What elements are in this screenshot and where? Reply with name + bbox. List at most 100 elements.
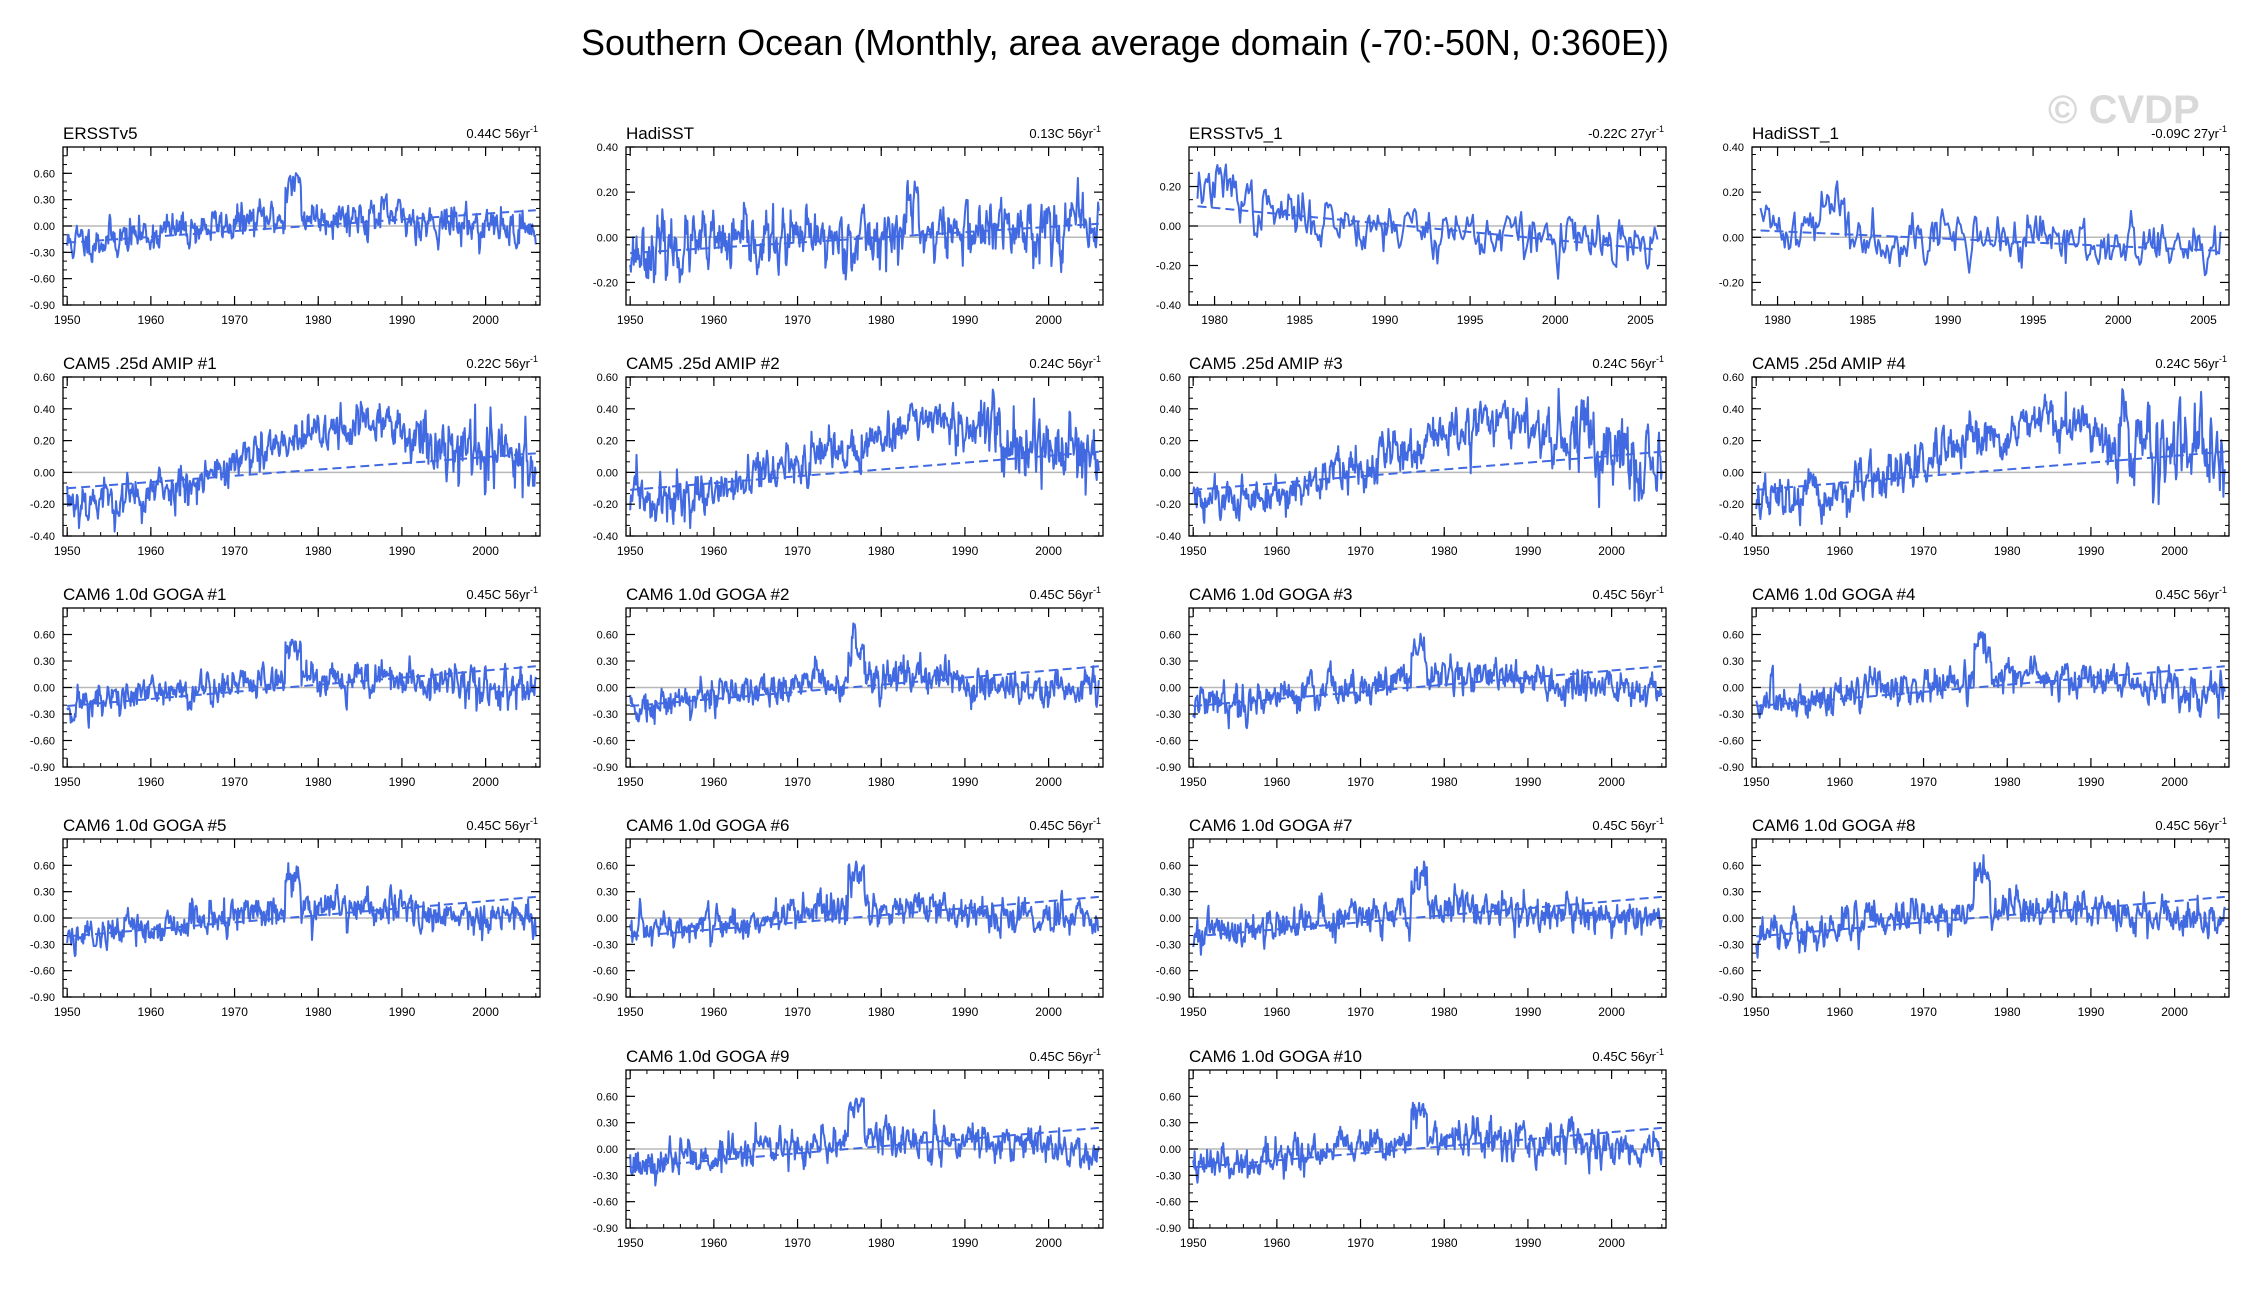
x-tick-label: 1960	[138, 775, 165, 789]
x-tick-label: 1950	[617, 544, 644, 558]
y-tick-label: -0.60	[593, 1197, 618, 1209]
y-tick-label: -0.60	[30, 966, 55, 978]
x-tick-label: 1980	[1431, 1236, 1458, 1250]
x-tick-label: 1960	[701, 775, 728, 789]
trend-label-value: 0.45C 56yr	[466, 818, 530, 833]
y-tick-label: -0.20	[1719, 499, 1744, 511]
x-tick-label: 1960	[701, 1005, 728, 1019]
trend-label-exponent: -1	[530, 816, 538, 826]
x-tick-label: 1980	[868, 1236, 895, 1250]
y-tick-label: -0.60	[1156, 1197, 1181, 1209]
panel-title: HadiSST	[626, 124, 694, 143]
trend-label-exponent: -1	[530, 354, 538, 364]
x-tick-label: 1970	[1347, 544, 1374, 558]
x-tick-label: 2000	[2105, 313, 2132, 327]
x-tick-label: 1970	[1910, 775, 1937, 789]
trend-line	[630, 1126, 1099, 1169]
x-tick-label: 1980	[1431, 544, 1458, 558]
x-tick-label: 1990	[1515, 1236, 1542, 1250]
x-tick-label: 1970	[1910, 1005, 1937, 1019]
trend-label-exponent: -1	[2219, 585, 2227, 595]
x-tick-label: 1950	[1180, 1236, 1207, 1250]
x-tick-label: 1990	[1935, 313, 1962, 327]
x-tick-label: 1950	[1180, 544, 1207, 558]
y-tick-label: 0.00	[1723, 467, 1744, 479]
y-tick-label: 0.30	[1723, 656, 1744, 668]
trend-label-exponent: -1	[2219, 816, 2227, 826]
series-line	[1759, 180, 2222, 277]
y-tick-label: 0.40	[1723, 404, 1744, 416]
trend-label-exponent: -1	[1656, 354, 1664, 364]
trend-line	[1756, 450, 2225, 491]
y-tick-label: 0.00	[1160, 683, 1181, 695]
figure-title: Southern Ocean (Monthly, area average do…	[581, 22, 1669, 63]
y-tick-label: 0.30	[1723, 887, 1744, 899]
y-tick-label: -0.30	[1156, 1170, 1181, 1182]
trend-line	[1756, 665, 2225, 708]
trend-label-value: 0.24C 56yr	[1029, 356, 1093, 371]
y-tick-label: -0.20	[30, 499, 55, 511]
panel-5: CAM5 .25d AMIP #1 0.22C 56yr-1 -0.40 -0.20 0…	[30, 354, 541, 558]
x-tick-label: 1990	[2078, 775, 2105, 789]
y-tick-label: 0.20	[1160, 436, 1181, 448]
y-tick-label: -0.60	[593, 736, 618, 748]
trend-label-exponent: -1	[1093, 816, 1101, 826]
y-tick-label: 0.20	[1723, 436, 1744, 448]
x-tick-label: 1970	[221, 1005, 248, 1019]
trend-label-exponent: -1	[1093, 1047, 1101, 1057]
x-tick-label: 1980	[868, 313, 895, 327]
x-tick-label: 2000	[2161, 1005, 2188, 1019]
x-tick-label: 1960	[138, 313, 165, 327]
y-tick-label: 0.30	[597, 1118, 618, 1130]
x-tick-label: 1980	[305, 313, 332, 327]
trend-label-exponent: -1	[530, 124, 538, 134]
x-tick-label: 1995	[2020, 313, 2047, 327]
trend-label-value: 0.24C 56yr	[2155, 356, 2219, 371]
y-tick-label: 0.40	[34, 404, 55, 416]
y-tick-label: 0.60	[1160, 1091, 1181, 1103]
y-tick-label: -0.60	[1719, 966, 1744, 978]
trend-label-value: 0.45C 56yr	[1592, 587, 1656, 602]
y-tick-label: 0.00	[1160, 1144, 1181, 1156]
series-line	[66, 638, 537, 729]
x-tick-label: 1980	[1431, 775, 1458, 789]
trend-label: 0.24C 56yr-1	[1029, 354, 1101, 371]
trend-label-value: 0.13C 56yr	[1029, 126, 1093, 141]
trend-label: 0.24C 56yr-1	[2155, 354, 2227, 371]
y-tick-label: 0.20	[597, 436, 618, 448]
trend-label-exponent: -1	[2219, 354, 2227, 364]
y-tick-label: 0.60	[1723, 860, 1744, 872]
panel-title: CAM5 .25d AMIP #1	[63, 354, 217, 373]
panel-title: ERSSTv5_1	[1189, 124, 1283, 143]
trend-label: 0.45C 56yr-1	[1592, 1047, 1664, 1064]
x-tick-label: 1970	[1347, 1005, 1374, 1019]
y-tick-label: -0.40	[1156, 531, 1181, 543]
panel-title: CAM6 1.0d GOGA #6	[626, 816, 789, 835]
x-tick-label: 1950	[54, 313, 81, 327]
trend-label-value: 0.24C 56yr	[1592, 356, 1656, 371]
trend-label-value: 0.44C 56yr	[466, 126, 530, 141]
y-tick-label: 0.60	[1160, 372, 1181, 384]
x-tick-label: 1960	[1827, 1005, 1854, 1019]
x-tick-label: 1980	[1994, 775, 2021, 789]
x-tick-label: 1990	[389, 1005, 416, 1019]
y-tick-label: -0.60	[30, 274, 55, 286]
x-tick-label: 1970	[784, 1005, 811, 1019]
y-tick-label: 0.20	[1723, 187, 1744, 199]
trend-line	[67, 209, 536, 244]
y-tick-label: -0.90	[593, 992, 618, 1004]
trend-label-value: 0.45C 56yr	[1592, 1049, 1656, 1064]
x-tick-label: 2000	[1598, 1005, 1625, 1019]
x-tick-label: 2005	[2190, 313, 2217, 327]
series-line	[1755, 630, 2226, 719]
y-tick-label: -0.20	[593, 499, 618, 511]
y-tick-label: -0.30	[1156, 939, 1181, 951]
y-tick-label: -0.90	[30, 762, 55, 774]
x-tick-label: 1970	[221, 775, 248, 789]
x-tick-label: 1950	[617, 313, 644, 327]
x-tick-label: 2000	[1035, 544, 1062, 558]
y-tick-label: -0.90	[30, 992, 55, 1004]
trend-label: -0.22C 27yr-1	[1588, 124, 1664, 141]
panel-10: CAM6 1.0d GOGA #2 0.45C 56yr-1 -0.90 -0.60 -…	[593, 585, 1104, 789]
y-tick-label: -0.90	[1156, 992, 1181, 1004]
